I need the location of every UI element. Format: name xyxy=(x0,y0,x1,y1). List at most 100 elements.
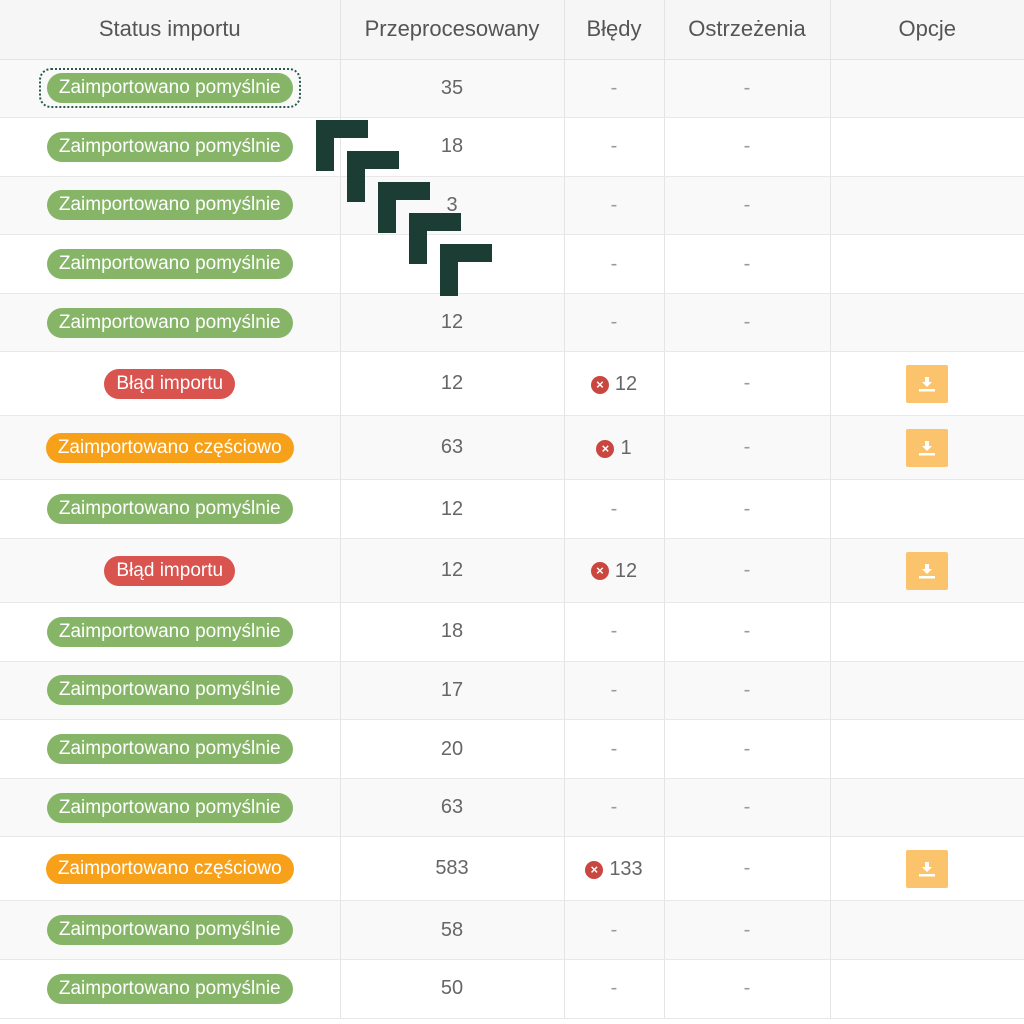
errors-count[interactable]: × 1 xyxy=(596,437,632,460)
errors-cell: - xyxy=(564,602,665,662)
status-cell: Zaimportowano pomyślnie xyxy=(0,59,341,119)
processed-count: 35 xyxy=(340,59,565,119)
errors-value: 1 xyxy=(620,437,632,460)
warnings-cell: - xyxy=(664,415,831,481)
errors-count[interactable]: × 12 xyxy=(590,559,638,583)
download-button[interactable] xyxy=(906,364,949,403)
status-badge[interactable]: Zaimportowano częściowo xyxy=(45,432,294,463)
table-header-row: Status importu Przeprocesowany Błędy Ost… xyxy=(0,0,1024,60)
options-cell xyxy=(830,293,1024,353)
options-cell xyxy=(830,778,1024,838)
table-row: Zaimportowano pomyślnie 63- - xyxy=(0,778,1024,838)
warnings-cell: - xyxy=(664,479,831,540)
download-icon xyxy=(918,563,936,579)
status-badge[interactable]: Zaimportowano pomyślnie xyxy=(46,915,293,946)
table-row: Zaimportowano pomyślnie 17- - xyxy=(0,661,1024,721)
status-badge[interactable]: Zaimportowano pomyślnie xyxy=(46,494,293,525)
options-cell xyxy=(830,351,1024,417)
x-circle-icon: × xyxy=(585,860,604,879)
table-row: Zaimportowano pomyślnie 50- - xyxy=(0,959,1024,1019)
warnings-cell: - xyxy=(664,538,831,604)
table-row: Zaimportowano częściowo 63 × 1- xyxy=(0,415,1024,481)
download-button[interactable] xyxy=(906,551,949,590)
errors-cell[interactable]: × 12 xyxy=(564,538,665,604)
options-cell xyxy=(830,602,1024,662)
download-icon xyxy=(918,440,936,456)
table-row: Zaimportowano pomyślnie 18- - xyxy=(0,117,1024,177)
options-cell xyxy=(830,59,1024,119)
status-badge[interactable]: Błąd importu xyxy=(104,368,236,399)
status-badge[interactable]: Zaimportowano pomyślnie xyxy=(46,675,293,706)
status-badge[interactable]: Zaimportowano częściowo xyxy=(45,853,294,884)
table-row: Zaimportowano pomyślnie 20- - xyxy=(0,719,1024,779)
status-cell: Zaimportowano częściowo xyxy=(0,415,341,481)
status-cell: Zaimportowano pomyślnie xyxy=(0,234,341,294)
errors-count[interactable]: × 133 xyxy=(585,858,643,881)
errors-cell: - xyxy=(564,59,665,119)
status-cell: Zaimportowano pomyślnie xyxy=(0,900,341,961)
errors-cell: - xyxy=(564,778,665,838)
warnings-cell: - xyxy=(664,900,831,961)
status-cell: Błąd importu xyxy=(0,351,341,417)
status-badge[interactable]: Zaimportowano pomyślnie xyxy=(46,249,293,280)
errors-cell: - xyxy=(564,900,665,961)
status-badge[interactable]: Zaimportowano pomyślnie xyxy=(46,73,293,104)
status-badge[interactable]: Zaimportowano pomyślnie xyxy=(46,616,293,647)
options-cell xyxy=(830,719,1024,779)
download-button[interactable] xyxy=(906,849,949,888)
warnings-cell: - xyxy=(664,351,831,417)
warnings-cell: - xyxy=(664,234,831,294)
options-cell xyxy=(830,479,1024,540)
status-badge[interactable]: Błąd importu xyxy=(104,555,236,586)
status-badge[interactable]: Zaimportowano pomyślnie xyxy=(46,973,293,1004)
warnings-cell: - xyxy=(664,959,831,1019)
warnings-cell: - xyxy=(664,117,831,177)
processed-count: 3 xyxy=(340,176,565,236)
errors-value: 12 xyxy=(614,559,638,582)
table-row: Zaimportowano pomyślnie 12- - xyxy=(0,479,1024,540)
errors-cell[interactable]: × 12 xyxy=(564,351,665,417)
status-badge[interactable]: Zaimportowano pomyślnie xyxy=(46,734,293,765)
x-circle-icon: × xyxy=(590,562,609,581)
errors-cell[interactable]: × 1 xyxy=(564,415,665,481)
download-icon xyxy=(918,376,936,392)
download-button[interactable] xyxy=(906,428,949,467)
status-cell: Zaimportowano częściowo xyxy=(0,836,341,902)
status-badge[interactable]: Zaimportowano pomyślnie xyxy=(46,792,293,823)
errors-value: 12 xyxy=(614,373,638,396)
errors-value: 133 xyxy=(609,858,643,881)
warnings-cell: - xyxy=(664,836,831,902)
header-errors[interactable]: Błędy xyxy=(564,0,665,60)
errors-cell: - xyxy=(564,293,665,353)
x-circle-icon: × xyxy=(596,439,615,458)
errors-cell[interactable]: × 133 xyxy=(564,836,665,902)
status-badge[interactable]: Zaimportowano pomyślnie xyxy=(46,190,293,221)
errors-cell: - xyxy=(564,959,665,1019)
options-cell xyxy=(830,959,1024,1019)
processed-count: 63 xyxy=(340,415,565,481)
focus-outline: Zaimportowano pomyślnie xyxy=(38,68,301,109)
table-row: Zaimportowano pomyślnie 3- - xyxy=(0,176,1024,236)
processed-count: 12 xyxy=(340,351,565,417)
header-processed[interactable]: Przeprocesowany xyxy=(340,0,565,60)
errors-cell: - xyxy=(564,479,665,540)
processed-count: 18 xyxy=(340,117,565,177)
table-row: Błąd importu 12 × 12 - xyxy=(0,538,1024,604)
status-badge[interactable]: Zaimportowano pomyślnie xyxy=(46,307,293,338)
status-cell: Zaimportowano pomyślnie xyxy=(0,661,341,721)
processed-count: 583 xyxy=(340,836,565,902)
warnings-cell: - xyxy=(664,778,831,838)
status-cell: Zaimportowano pomyślnie xyxy=(0,293,341,353)
errors-count[interactable]: × 12 xyxy=(590,373,638,396)
header-options: Opcje xyxy=(830,0,1024,60)
header-warnings[interactable]: Ostrzeżenia xyxy=(664,0,831,60)
table-row: Zaimportowano pomyślnie 35- - xyxy=(0,59,1024,119)
errors-cell: - xyxy=(564,176,665,236)
table-row: Zaimportowano pomyślnie - - xyxy=(0,234,1024,294)
options-cell xyxy=(830,117,1024,177)
header-status[interactable]: Status importu xyxy=(0,0,341,60)
status-badge[interactable]: Zaimportowano pomyślnie xyxy=(46,131,293,162)
errors-cell: - xyxy=(564,661,665,721)
processed-count: 58 xyxy=(340,900,565,961)
warnings-cell: - xyxy=(664,59,831,119)
